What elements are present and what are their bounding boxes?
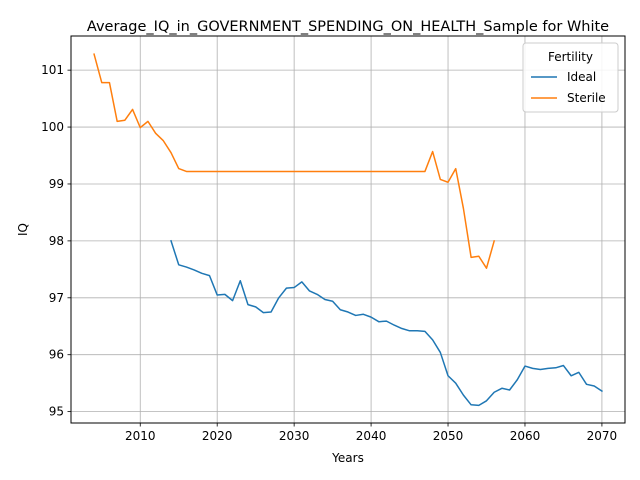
y-tick-label: 101 xyxy=(41,63,64,77)
y-tick-label: 99 xyxy=(49,177,64,191)
x-tick-label: 2030 xyxy=(279,429,310,443)
x-tick-label: 2050 xyxy=(433,429,464,443)
legend-label-sterile: Sterile xyxy=(567,91,606,105)
series-line-ideal xyxy=(170,239,603,407)
y-tick-label: 98 xyxy=(49,234,64,248)
legend-title: Fertility xyxy=(548,50,593,64)
x-tick-label: 2020 xyxy=(202,429,233,443)
legend-label-ideal: Ideal xyxy=(567,70,596,84)
y-tick-label: 96 xyxy=(49,348,64,362)
x-axis: 2010 2020 2030 2040 2050 2060 2070 xyxy=(125,423,617,443)
series-layer xyxy=(93,53,603,407)
legend: Fertility Ideal Sterile xyxy=(522,42,619,113)
y-tick-label: 95 xyxy=(49,405,64,419)
y-tick-label: 100 xyxy=(41,120,64,134)
x-tick-label: 2060 xyxy=(510,429,541,443)
chart-title: Average_IQ_in_GOVERNMENT_SPENDING_ON_HEA… xyxy=(87,19,609,35)
x-tick-label: 2010 xyxy=(125,429,156,443)
legend-box xyxy=(522,42,619,113)
series-line-sterile xyxy=(93,53,496,269)
y-axis-label: IQ xyxy=(16,223,30,236)
x-tick-label: 2070 xyxy=(587,429,618,443)
y-axis: 95 96 97 98 99 100 101 xyxy=(41,63,71,419)
plot-frame xyxy=(70,35,626,424)
y-tick-label: 97 xyxy=(49,291,64,305)
x-tick-label: 2040 xyxy=(356,429,387,443)
x-axis-label: Years xyxy=(331,451,364,465)
